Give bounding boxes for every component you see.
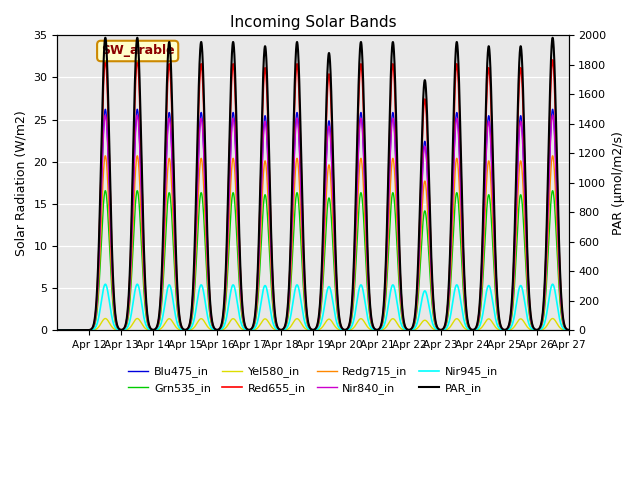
Nir840_in — [564, 327, 572, 333]
Y-axis label: Solar Radiation (W/m2): Solar Radiation (W/m2) — [15, 110, 28, 256]
PAR_in — [359, 72, 367, 78]
Redg715_in — [359, 175, 367, 181]
Blu475_in — [478, 271, 486, 276]
Legend: Blu475_in, Grn535_in, Yel580_in, Red655_in, Redg715_in, Nir840_in, Nir945_in, PA: Blu475_in, Grn535_in, Yel580_in, Red655_… — [124, 362, 502, 398]
Blu475_in — [548, 107, 556, 112]
Title: Incoming Solar Bands: Incoming Solar Bands — [230, 15, 396, 30]
Blu475_in — [492, 262, 499, 268]
Grn535_in — [548, 188, 556, 193]
Redg715_in — [564, 327, 572, 333]
Line: Redg715_in: Redg715_in — [58, 156, 568, 330]
Nir840_in — [54, 327, 61, 333]
Redg715_in — [54, 327, 61, 333]
Nir945_in — [159, 311, 167, 316]
Nir945_in — [564, 327, 572, 333]
Red655_in — [54, 327, 61, 333]
Line: Yel580_in: Yel580_in — [58, 319, 568, 330]
Grn535_in — [453, 190, 461, 195]
Yel580_in — [492, 324, 499, 330]
PAR_in — [492, 241, 499, 247]
Line: Grn535_in: Grn535_in — [58, 191, 568, 330]
Nir945_in — [548, 281, 556, 287]
Blu475_in — [359, 135, 367, 141]
Yel580_in — [359, 317, 367, 323]
Yel580_in — [548, 316, 556, 322]
Grn535_in — [564, 327, 572, 333]
PAR_in — [548, 35, 556, 41]
Nir840_in — [332, 270, 339, 276]
Nir945_in — [453, 282, 461, 288]
Yel580_in — [564, 327, 572, 333]
PAR_in — [332, 249, 339, 255]
Nir840_in — [478, 272, 486, 278]
Nir840_in — [548, 112, 556, 118]
Yel580_in — [453, 316, 461, 322]
Grn535_in — [478, 292, 486, 298]
PAR_in — [54, 327, 61, 333]
Red655_in — [492, 248, 499, 253]
Line: Red655_in: Red655_in — [58, 60, 568, 330]
Grn535_in — [54, 327, 61, 333]
Yel580_in — [478, 324, 486, 330]
Yel580_in — [159, 323, 167, 329]
Nir945_in — [54, 327, 61, 333]
Nir840_in — [453, 115, 461, 121]
Blu475_in — [159, 247, 167, 252]
Line: Nir945_in: Nir945_in — [58, 284, 568, 330]
Nir945_in — [478, 315, 486, 321]
Redg715_in — [332, 281, 339, 287]
Redg715_in — [478, 283, 486, 288]
Yel580_in — [54, 327, 61, 333]
Redg715_in — [548, 153, 556, 159]
Grn535_in — [492, 286, 499, 292]
Redg715_in — [453, 156, 461, 161]
Grn535_in — [332, 290, 339, 296]
Red655_in — [564, 327, 572, 333]
Nir840_in — [492, 264, 499, 270]
PAR_in — [564, 327, 572, 333]
Yel580_in — [332, 324, 339, 330]
Text: SW_arable: SW_arable — [101, 45, 175, 58]
Redg715_in — [159, 264, 167, 269]
Red655_in — [453, 61, 461, 67]
Red655_in — [548, 57, 556, 63]
Nir945_in — [492, 314, 499, 320]
Grn535_in — [359, 206, 367, 212]
Line: PAR_in: PAR_in — [58, 38, 568, 330]
Blu475_in — [332, 268, 339, 274]
Grn535_in — [159, 276, 167, 282]
PAR_in — [159, 221, 167, 227]
Red655_in — [159, 228, 167, 234]
Blu475_in — [564, 327, 572, 333]
Blu475_in — [54, 327, 61, 333]
Nir945_in — [332, 315, 339, 321]
Blu475_in — [453, 109, 461, 115]
Red655_in — [332, 255, 339, 261]
Line: Nir840_in: Nir840_in — [58, 115, 568, 330]
PAR_in — [453, 39, 461, 45]
PAR_in — [478, 252, 486, 258]
Nir840_in — [159, 249, 167, 254]
Redg715_in — [492, 276, 499, 282]
Y-axis label: PAR (μmol/m2/s): PAR (μmol/m2/s) — [612, 131, 625, 235]
Red655_in — [359, 92, 367, 97]
Red655_in — [478, 258, 486, 264]
Nir840_in — [359, 140, 367, 146]
Line: Blu475_in: Blu475_in — [58, 109, 568, 330]
Nir945_in — [359, 287, 367, 293]
